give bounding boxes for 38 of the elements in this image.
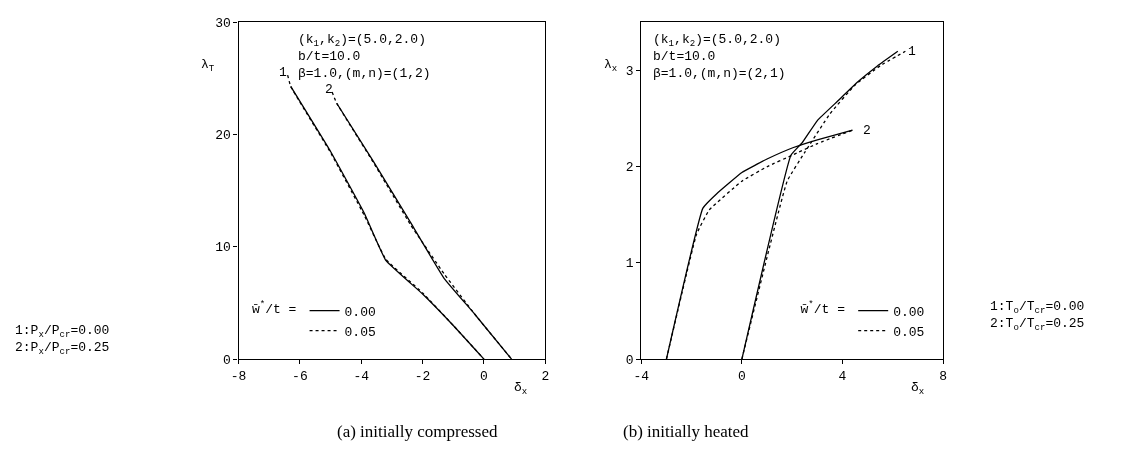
y-axis-title: λ$_{x}$	[604, 57, 618, 74]
y-tick-label: 3	[625, 64, 634, 80]
legend-label: 0.05	[344, 324, 376, 340]
x-tick-label: -2	[414, 368, 431, 384]
legend-label: 0.05	[893, 324, 925, 340]
annotation: (k$_{1}$,k$_{2}$)=(5.0,2.0) b/t=10.0 β=1.0,(m,n)=(2,1)	[653, 32, 786, 81]
annotation: (k$_{1}$,k$_{2}$)=(5.0,2.0) b/t=10.0 β=1.0,(m,n)=(1,2)	[298, 32, 431, 81]
x-tick-label: 4	[838, 368, 847, 384]
x-tick-label: -4	[353, 368, 370, 384]
y-tick-label: 2	[625, 160, 634, 176]
x-tick-label: -4	[633, 368, 650, 384]
x-tick-label: 8	[939, 368, 947, 384]
legend-label: 0.00	[344, 304, 376, 320]
y-tick-label: 0	[223, 352, 231, 368]
x-axis-title: δ$_{x}$	[911, 380, 925, 397]
y-axis-title: λ$_{T}$	[201, 57, 215, 74]
y-tick-label: 1	[625, 256, 634, 272]
y-tick-label: 30	[215, 16, 231, 31]
text: 1:P$_{x}$/P$_{cr}$=0.00 2:P$_{x}$/P$_{cr}$=0.25	[15, 323, 110, 357]
x-tick-label: 0	[480, 368, 488, 384]
legend-label: 0.00	[893, 304, 925, 320]
x-tick-label: 0	[737, 368, 746, 384]
y-tick-label: 10	[215, 240, 231, 256]
x-axis-title: δ$_{x}$	[514, 380, 528, 397]
annotation: 2	[863, 123, 871, 138]
x-tick-label: -8	[230, 368, 247, 384]
text: 1:T$_{o}$/T$_{cr}$=0.00 2:T$_{o}$/T$_{cr}$=0.25	[990, 299, 1085, 333]
annotation: 1	[279, 65, 287, 80]
text: (b) initially heated	[623, 422, 750, 441]
annotation: 2	[325, 82, 333, 97]
y-tick-label: 0	[625, 352, 634, 368]
x-tick-label: -6	[292, 368, 308, 384]
y-tick-label: 20	[215, 128, 231, 144]
legend-title: w̄$^{*}$/t =	[800, 299, 846, 317]
legend-title: w̄$^{*}$/t =	[251, 299, 297, 317]
text: (a) initially compressed	[337, 422, 498, 441]
x-tick-label: 2	[541, 368, 550, 384]
annotation: 1	[908, 44, 916, 59]
